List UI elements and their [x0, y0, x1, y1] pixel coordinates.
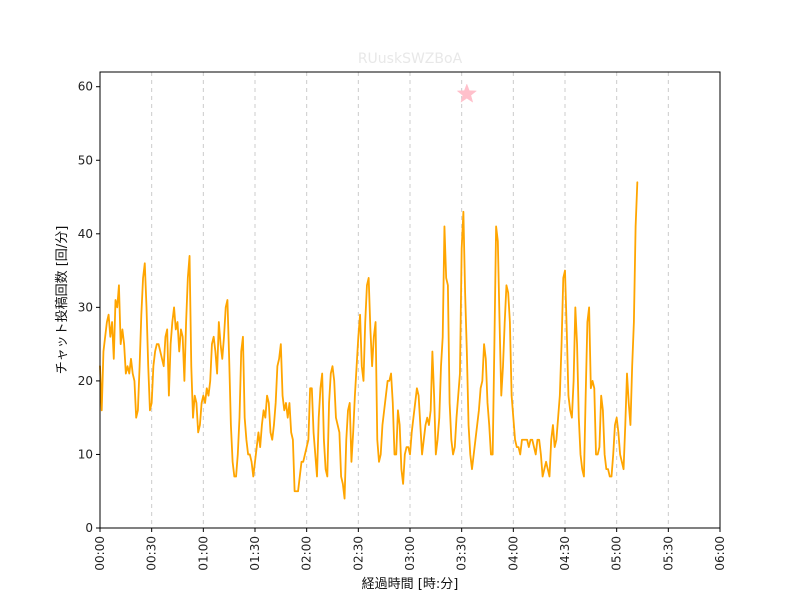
- y-tick-label: 60: [78, 80, 93, 94]
- y-tick-label: 40: [78, 227, 93, 241]
- x-tick-label: 05:00: [610, 536, 624, 571]
- x-tick-label: 02:00: [300, 536, 314, 571]
- x-tick-label: 04:30: [558, 536, 572, 571]
- x-axis: 00:00 00:30 01:00 01:30 02:00 02:30 03:00 03:30…: [93, 528, 727, 571]
- y-tick-label: 20: [78, 374, 93, 388]
- star-marker: [456, 83, 478, 103]
- x-tick-label: 01:00: [196, 536, 210, 571]
- x-tick-label: 04:00: [506, 536, 520, 571]
- x-tick-label: 05:30: [661, 536, 675, 571]
- x-axis-label: 経過時間 [時:分]: [362, 577, 459, 592]
- marker-layer: [456, 83, 478, 103]
- x-tick-label: 01:30: [248, 536, 262, 571]
- grid: [151, 72, 669, 528]
- x-tick-label: 03:00: [403, 536, 417, 571]
- x-tick-label: 00:00: [93, 536, 107, 571]
- x-tick-label: 06:00: [713, 536, 727, 571]
- y-tick-label: 30: [78, 300, 93, 314]
- y-axis: 0 10 20 30 40 50 60: [78, 80, 100, 535]
- chart-title: RUuskSWZBoA: [358, 51, 463, 67]
- y-tick-label: 10: [78, 447, 93, 461]
- series-layer: [99, 181, 639, 500]
- x-tick-label: 03:30: [455, 536, 469, 571]
- x-tick-label: 00:30: [145, 536, 159, 571]
- series-line: [99, 181, 639, 500]
- y-tick-label: 50: [78, 153, 93, 167]
- y-tick-label: 0: [85, 521, 93, 535]
- x-tick-label: 02:30: [351, 536, 365, 571]
- y-axis-label: チャット投稿回数 [回/分]: [54, 226, 70, 375]
